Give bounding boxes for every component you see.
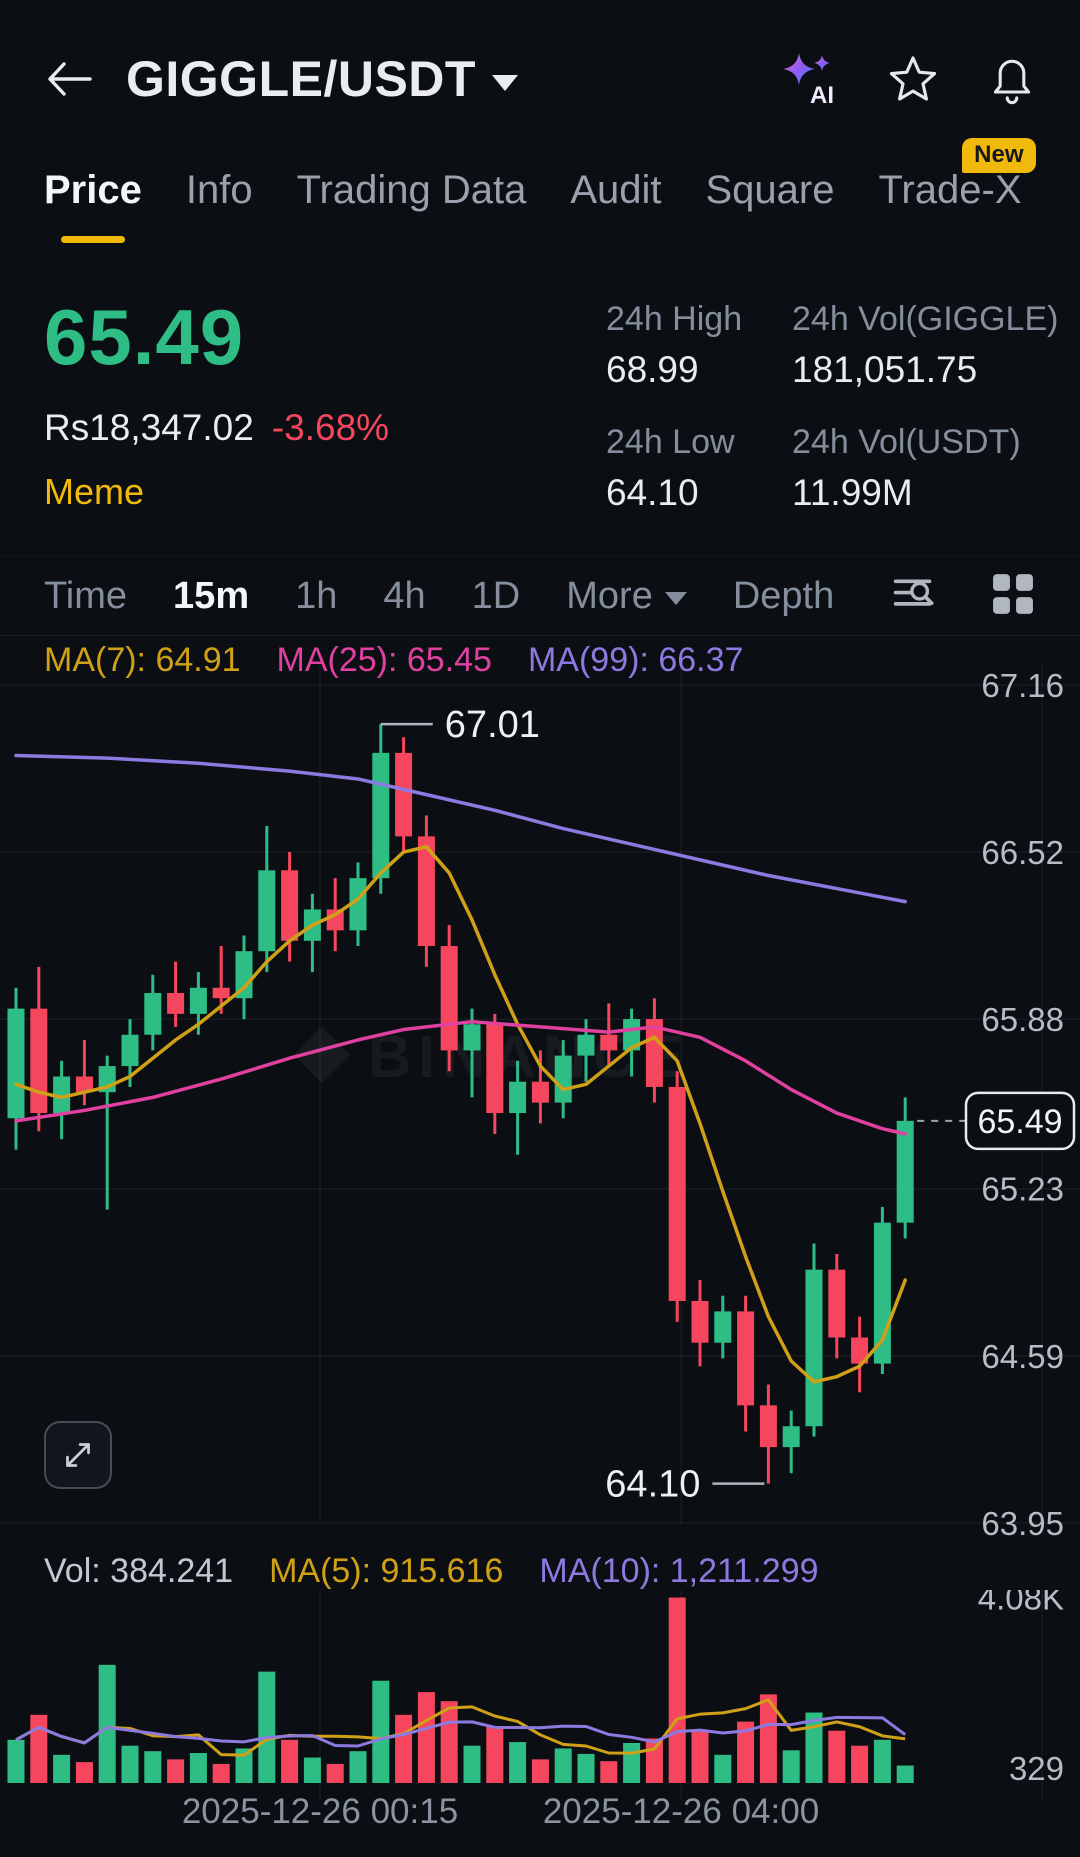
tab-info[interactable]: Info xyxy=(186,168,253,239)
time-axis-label: 2025-12-26 00:15 xyxy=(181,1792,459,1831)
vol-ma10-legend: MA(10): 1,211.299 xyxy=(539,1552,819,1590)
expand-icon xyxy=(66,1443,90,1467)
stat-24h-high: 24h High 68.99 xyxy=(606,300,743,390)
svg-text:329: 329 xyxy=(1009,1750,1064,1787)
chevron-down-icon xyxy=(491,75,518,91)
favorite-star-button[interactable] xyxy=(888,54,938,104)
time-axis: 2025-12-26 00:15 2025-12-26 04:00 xyxy=(0,1792,1080,1838)
svg-text:67.16: 67.16 xyxy=(981,667,1064,704)
tab-bar: Price Info Trading Data Audit Square Tra… xyxy=(44,138,1080,243)
new-badge: New xyxy=(962,138,1036,173)
tab-price[interactable]: Price xyxy=(44,168,142,243)
active-tab-underline xyxy=(60,236,125,243)
tab-trading-data-label: Trading Data xyxy=(296,168,527,212)
chart-toolbar: Time 15m 1h 4h 1D More Depth xyxy=(0,556,1080,636)
stat-24h-vol-quote: 24h Vol(USDT) 11.99M xyxy=(792,423,1021,513)
back-button[interactable] xyxy=(44,57,100,101)
ai-sparkle-icon: AI xyxy=(783,53,834,107)
timeframe-1h[interactable]: 1h xyxy=(295,574,338,617)
timeframe-caption: Time xyxy=(44,574,128,617)
volume-panel: Vol: 384.241 MA(5): 915.616 MA(10): 1,21… xyxy=(0,1552,1080,1802)
indicators-icon xyxy=(893,578,934,606)
stat-24h-vol-base: 24h Vol(GIGGLE) 181,051.75 xyxy=(792,300,1059,390)
time-axis-label: 2025-12-26 04:00 xyxy=(542,1792,820,1831)
back-arrow-icon xyxy=(48,62,92,96)
category-tag[interactable]: Meme xyxy=(44,471,145,512)
top-bar: GIGGLE/USDT AI xyxy=(0,36,1080,122)
tab-price-label: Price xyxy=(44,168,142,212)
svg-text:65.23: 65.23 xyxy=(981,1171,1064,1208)
low-annotation: 64.10 xyxy=(605,1464,700,1506)
svg-text:AI: AI xyxy=(810,82,834,107)
svg-text:4.08K: 4.08K xyxy=(978,1590,1064,1617)
tab-square[interactable]: Square xyxy=(706,168,835,239)
volume-indicator-legend: Vol: 384.241 MA(5): 915.616 MA(10): 1,21… xyxy=(44,1552,819,1591)
last-price-badge xyxy=(964,1091,1076,1151)
timeframe-15m[interactable]: 15m xyxy=(173,574,250,617)
pair-selector[interactable]: GIGGLE/USDT xyxy=(126,50,518,108)
vol-ma5-legend: MA(5): 915.616 xyxy=(269,1552,504,1590)
pair-title: GIGGLE/USDT xyxy=(126,51,476,107)
high-annotation: 67.01 xyxy=(445,704,540,746)
grid-layout-icon xyxy=(993,573,1033,614)
tab-audit-label: Audit xyxy=(570,168,662,212)
candlestick-canvas[interactable]: 67.16 66.52 65.88 65.23 64.59 63.95 BINANCE 67.… xyxy=(0,625,1080,1560)
fiat-value: Rs18,347.02 xyxy=(44,407,254,448)
ma99-legend: MA(99): 66.37 xyxy=(527,641,744,679)
price-indicator-legend: MA(7): 64.91 MA(25): 65.45 MA(99): 66.37 xyxy=(44,641,743,680)
ticker-panel: 65.49 Rs18,347.02 -3.68% Meme 24h High 6… xyxy=(44,292,1058,522)
svg-text:BINANCE: BINANCE xyxy=(368,1023,690,1090)
price-chart-panel: MA(7): 64.91 MA(25): 65.45 MA(99): 66.37… xyxy=(0,625,1080,1560)
volume-canvas[interactable]: 4.08K 329 xyxy=(0,1590,1080,1800)
timeframe-more-dropdown[interactable]: More xyxy=(566,575,687,618)
tab-trade-x-label: Trade-X xyxy=(878,168,1022,212)
chevron-down-icon xyxy=(664,591,687,605)
timeframe-1d[interactable]: 1D xyxy=(471,574,521,617)
svg-text:65.88: 65.88 xyxy=(981,1001,1064,1038)
chart-layout-button[interactable] xyxy=(990,571,1036,622)
svg-text:65.49: 65.49 xyxy=(977,1103,1062,1141)
tab-audit[interactable]: Audit xyxy=(570,168,661,239)
candles-group xyxy=(7,724,914,1484)
svg-text:64.59: 64.59 xyxy=(981,1338,1064,1375)
svg-text:66.52: 66.52 xyxy=(981,834,1064,871)
expand-chart-button[interactable] xyxy=(44,1421,112,1489)
ma25-legend: MA(25): 65.45 xyxy=(276,641,492,679)
tab-trade-x[interactable]: Trade-X New xyxy=(878,138,1036,239)
top-bar-actions: AI xyxy=(780,51,1036,107)
stats-grid: 24h High 68.99 24h Vol(GIGGLE) 181,051.7… xyxy=(606,300,1058,514)
tab-info-label: Info xyxy=(185,168,253,212)
tab-trading-data[interactable]: Trading Data xyxy=(297,168,527,239)
depth-button[interactable]: Depth xyxy=(732,574,835,617)
bell-icon xyxy=(993,59,1031,105)
last-price: 65.49 xyxy=(44,293,245,381)
volume-bars-group xyxy=(7,1597,914,1783)
change-percent: -3.68% xyxy=(271,407,390,448)
timeframe-4h[interactable]: 4h xyxy=(383,574,426,617)
svg-text:63.95: 63.95 xyxy=(981,1505,1064,1542)
notifications-bell-button[interactable] xyxy=(988,53,1036,105)
ma7-legend: MA(7): 64.91 xyxy=(44,641,241,679)
tab-square-label: Square xyxy=(705,168,835,212)
ai-assistant-button[interactable]: AI xyxy=(780,51,838,107)
indicator-settings-button[interactable] xyxy=(890,572,938,621)
star-icon xyxy=(889,56,937,101)
stat-24h-low: 24h Low 64.10 xyxy=(606,423,735,513)
vol-legend: Vol: 384.241 xyxy=(44,1552,234,1590)
